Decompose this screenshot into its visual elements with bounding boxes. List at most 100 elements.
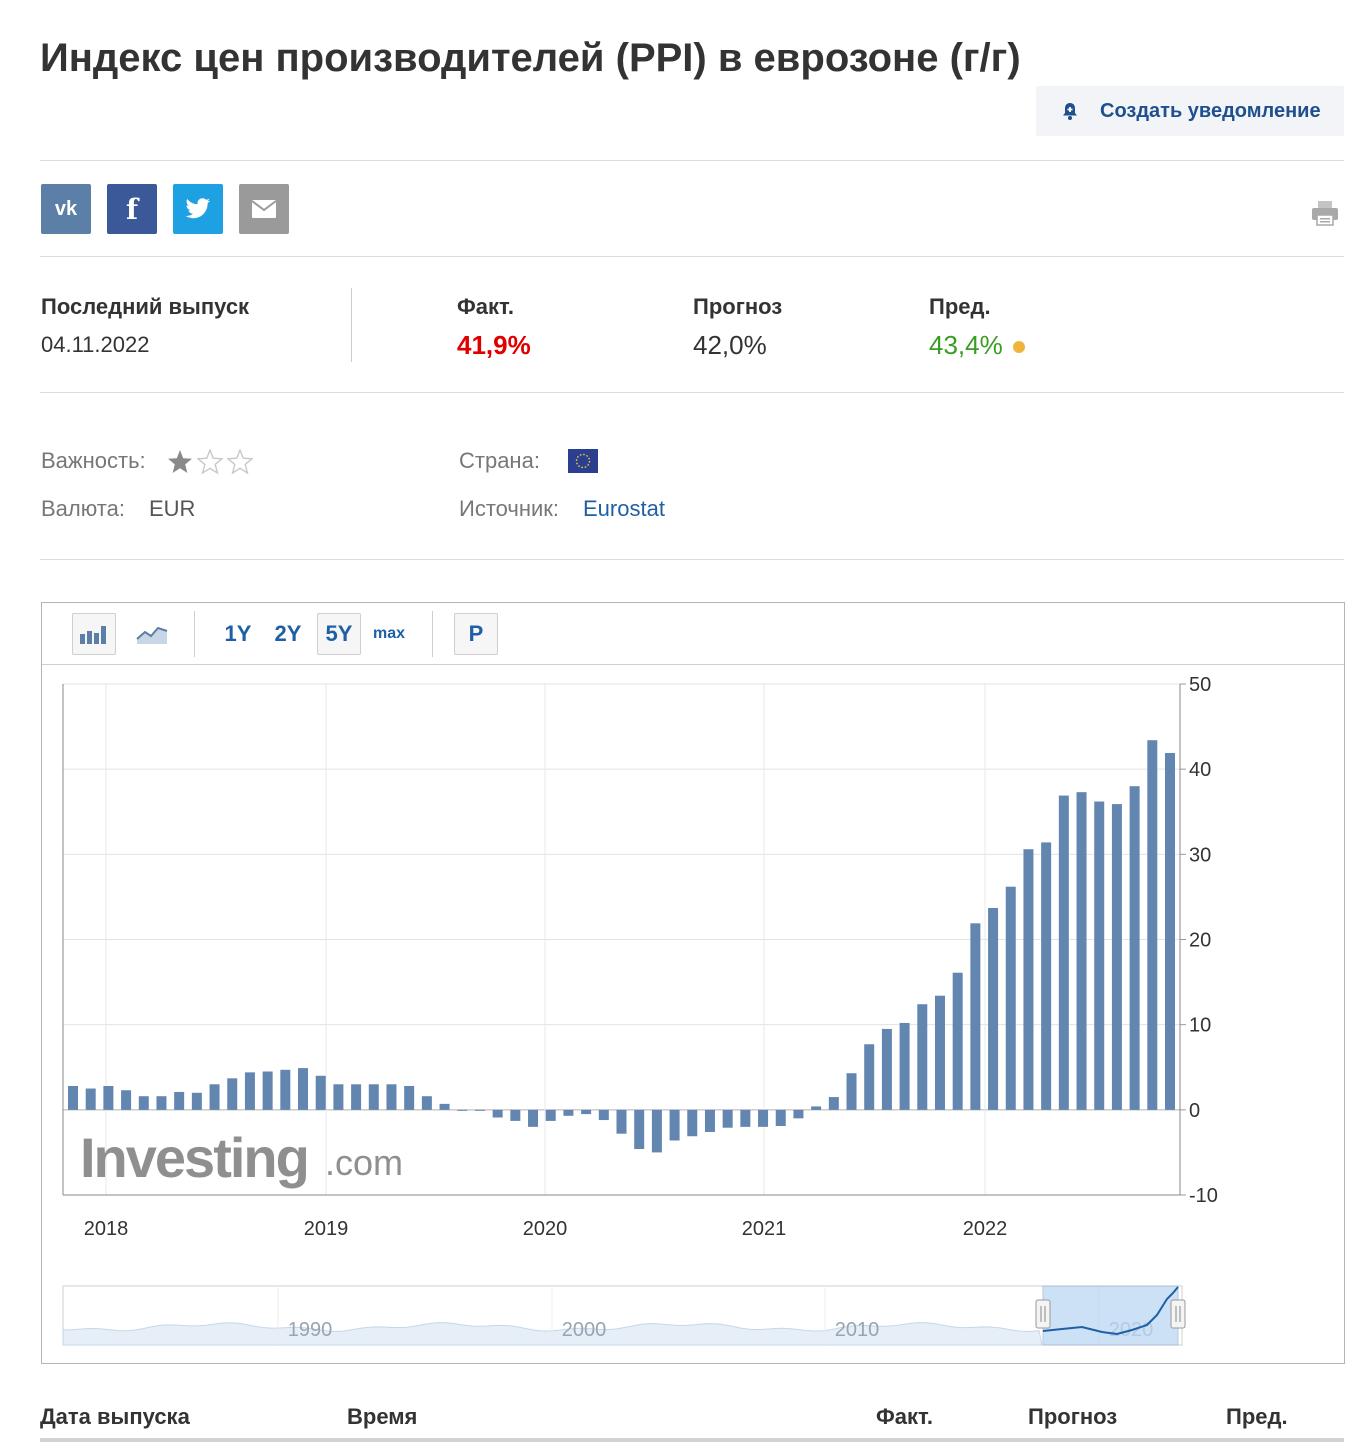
- navigator-handle[interactable]: [1170, 1299, 1186, 1329]
- navigator-tick-label: 1990: [288, 1319, 333, 1341]
- y-tick-label: -10: [1189, 1185, 1218, 1207]
- data-bar: [439, 1103, 450, 1110]
- divider: [40, 559, 1344, 560]
- data-bar: [227, 1078, 238, 1110]
- data-bar: [528, 1109, 539, 1127]
- investing-watermark: Investing .com: [80, 1126, 403, 1189]
- currency-value: EUR: [149, 496, 196, 521]
- watermark-text: Investing: [80, 1126, 308, 1189]
- navigator-selection-line: [1042, 1286, 1179, 1336]
- data-bar: [793, 1109, 804, 1119]
- data-bar: [634, 1109, 645, 1150]
- share-facebook-button[interactable]: f: [107, 184, 157, 234]
- data-bar: [1147, 740, 1158, 1110]
- previous-value-wrap: 43,4%: [929, 330, 1025, 361]
- data-bar: [457, 1109, 468, 1111]
- data-bar: [563, 1109, 574, 1116]
- data-bar: [704, 1109, 715, 1132]
- col-actual[interactable]: Факт.: [876, 1404, 933, 1429]
- data-bar: [881, 1028, 892, 1110]
- data-bar: [404, 1085, 415, 1110]
- eu-flag-icon: [568, 449, 598, 473]
- range-2y-button[interactable]: 2Y: [274, 621, 302, 646]
- col-previous[interactable]: Пред.: [1226, 1404, 1288, 1429]
- data-bar: [934, 995, 945, 1110]
- chart-navigator[interactable]: 1990200020102020: [62, 1285, 1186, 1346]
- y-tick-label: 10: [1189, 1015, 1211, 1037]
- data-bar: [474, 1109, 485, 1111]
- data-bar: [386, 1084, 397, 1110]
- range-1y-button[interactable]: 1Y: [224, 621, 252, 646]
- divider: [40, 160, 1344, 161]
- data-bar: [846, 1073, 857, 1110]
- data-bar: [722, 1109, 733, 1128]
- vk-icon: vk: [54, 197, 78, 220]
- page-title: Индекс цен производителей (PPI) в еврозо…: [40, 36, 1021, 80]
- share-twitter-button[interactable]: [173, 184, 223, 234]
- share-vk-button[interactable]: vk: [41, 184, 91, 234]
- data-bar: [351, 1084, 362, 1110]
- navigator-handle[interactable]: [1035, 1299, 1051, 1329]
- data-bar: [864, 1044, 875, 1110]
- printer-icon[interactable]: [1310, 198, 1340, 228]
- create-alert-label: Создать уведомление: [1100, 99, 1321, 122]
- data-bar: [651, 1109, 662, 1153]
- star-empty-icon: [197, 449, 223, 475]
- data-bar: [970, 923, 981, 1110]
- data-bar: [244, 1072, 255, 1110]
- actual-label: Факт.: [457, 294, 514, 319]
- country-label: Страна:: [459, 448, 540, 473]
- actual-value: 41,9%: [457, 330, 531, 360]
- divider: [40, 256, 1344, 257]
- data-bar: [298, 1068, 309, 1110]
- data-bar: [775, 1109, 786, 1127]
- data-bar: [262, 1071, 273, 1110]
- bell-icon: [1063, 103, 1077, 120]
- period-button[interactable]: P: [454, 613, 498, 655]
- y-tick-label: 50: [1189, 674, 1211, 696]
- data-bar: [191, 1092, 202, 1110]
- previous-label: Пред.: [929, 294, 991, 319]
- star-filled-icon: [168, 450, 192, 473]
- col-forecast[interactable]: Прогноз: [1028, 1404, 1118, 1429]
- source-label: Источник:: [459, 496, 560, 521]
- data-bar: [421, 1096, 432, 1110]
- data-bar: [1041, 842, 1052, 1110]
- x-tick-label: 2020: [523, 1218, 568, 1240]
- x-tick-label: 2022: [963, 1218, 1008, 1240]
- latest-release-label: Последний выпуск: [41, 294, 250, 319]
- create-alert-button[interactable]: Создать уведомление: [1036, 86, 1344, 136]
- x-tick-label: 2019: [304, 1218, 349, 1240]
- col-time[interactable]: Время: [347, 1404, 418, 1429]
- share-email-button[interactable]: [239, 184, 289, 234]
- y-tick-label: 30: [1189, 844, 1211, 866]
- data-bar: [545, 1109, 556, 1121]
- currency-label: Валюта:: [41, 496, 125, 521]
- toolbar-separator: [194, 611, 195, 657]
- data-bar: [917, 1004, 928, 1110]
- divider: [40, 392, 1344, 393]
- data-bar: [616, 1109, 627, 1134]
- chart-bars: [68, 740, 1175, 1153]
- data-bar: [368, 1084, 379, 1110]
- history-table-header: Дата выпуска Время Факт. Прогноз Пред.: [40, 1398, 1344, 1442]
- data-bar: [581, 1109, 592, 1115]
- data-bar: [1129, 786, 1140, 1110]
- data-bar: [174, 1091, 185, 1110]
- data-bar: [758, 1109, 769, 1127]
- col-release-date[interactable]: Дата выпуска: [40, 1404, 190, 1429]
- range-max-button[interactable]: max: [372, 625, 406, 642]
- bar-chart-button[interactable]: [72, 613, 116, 655]
- data-bar: [811, 1106, 822, 1110]
- source-link[interactable]: Eurostat: [583, 496, 665, 521]
- data-bar: [1058, 795, 1069, 1110]
- line-chart-button[interactable]: [130, 613, 174, 655]
- data-bar: [1023, 849, 1034, 1110]
- forecast-value: 42,0%: [693, 330, 767, 360]
- navigator-tick-label: 2000: [562, 1319, 607, 1341]
- range-5y-button[interactable]: 5Y: [317, 613, 361, 655]
- previous-value: 43,4%: [929, 330, 1003, 360]
- data-bar: [280, 1069, 291, 1110]
- x-tick-label: 2021: [742, 1218, 787, 1240]
